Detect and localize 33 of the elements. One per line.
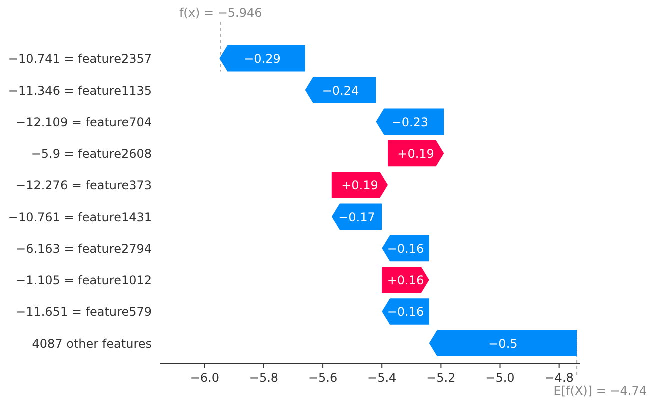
bar [376,108,444,136]
y-tick-label: −12.109 = feature704 [16,115,152,130]
bar [429,330,578,356]
bar [305,77,376,104]
annotation: E[f(X)] = −4.74 [554,384,647,398]
y-tick-label: −1.105 = feature1012 [16,274,152,288]
data-label: −0.29 [244,52,281,66]
x-tick-label: −5.2 [426,371,456,385]
data-label: +0.16 [387,274,424,288]
x-tick-label: −6.0 [190,371,220,385]
data-label: −0.23 [392,115,429,130]
y-tick-label: −11.346 = feature1135 [8,84,152,98]
x-tick-label: −5.6 [308,371,338,385]
data-label: −0.16 [387,242,424,256]
data-label: −0.5 [488,336,518,351]
y-tick-label: −10.761 = feature1431 [8,210,152,224]
data-label: −0.16 [387,305,424,320]
data-label: +0.19 [398,147,434,162]
data-label: +0.19 [342,178,378,193]
x-tick-label: −4.8 [544,371,574,385]
x-tick-label: −5.4 [368,371,397,385]
y-tick-label: −11.651 = feature579 [16,305,152,320]
y-tick-label: −12.276 = feature373 [16,178,152,193]
y-tick-label: −10.741 = feature2357 [8,52,152,66]
x-tick-label: −5.0 [486,371,515,385]
data-label: −0.17 [338,210,376,224]
y-tick-label: −5.9 = feature2608 [31,147,152,162]
y-tick-label: −6.163 = feature2794 [16,242,152,256]
bar [220,46,306,72]
x-tick-label: −5.8 [249,371,279,385]
annotation: f(x) = −5.946 [179,6,262,20]
y-tick-label: 4087 other features [32,336,152,351]
data-label: −0.24 [322,84,360,98]
